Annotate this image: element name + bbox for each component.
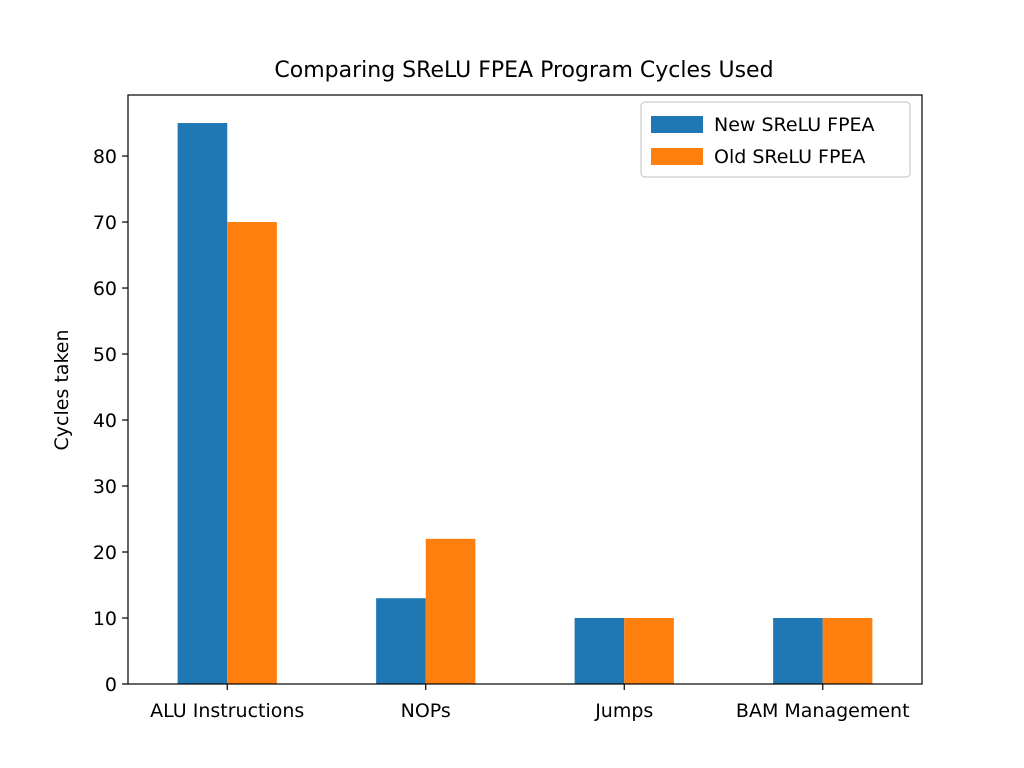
bar-new-1: [376, 598, 426, 684]
y-tick-label: 70: [93, 212, 117, 234]
bar-old-0: [227, 222, 277, 684]
bar-new-2: [574, 618, 625, 684]
bar-new-3: [773, 618, 823, 684]
y-tick-label: 40: [93, 410, 117, 432]
chart-title: Comparing SReLU FPEA Program Cycles Used: [274, 58, 773, 83]
legend-swatch-old: [651, 148, 703, 165]
x-tick-label: Jumps: [594, 700, 653, 722]
y-tick-label: 60: [93, 278, 117, 300]
bar-new-0: [177, 123, 228, 685]
x-tick-label: NOPs: [401, 700, 451, 722]
y-tick-label: 0: [105, 674, 117, 696]
bar-old-3: [822, 618, 873, 684]
y-tick-label: 30: [93, 476, 117, 498]
x-tick-label: ALU Instructions: [150, 700, 304, 722]
axes-frame: [127, 94, 923, 685]
bar-old-1: [425, 538, 476, 684]
legend-label-old: Old SReLU FPEA: [714, 146, 865, 168]
y-tick-label: 20: [93, 542, 117, 564]
y-tick-label: 10: [93, 608, 117, 630]
plot-area: 0 10 20 30 40 50 60 70 80 ALU Instructions NOPs Jum…: [93, 94, 923, 722]
legend-box: [640, 101, 911, 178]
legend-label-new: New SReLU FPEA: [714, 114, 875, 136]
x-tick-label: BAM Management: [736, 700, 910, 722]
y-tick-label: 80: [93, 146, 117, 168]
y-axis-label: Cycles taken: [51, 329, 73, 450]
bar-old-2: [624, 618, 674, 684]
legend-swatch-new: [651, 116, 703, 133]
y-tick-label: 50: [93, 344, 117, 366]
legend: New SReLU FPEA Old SReLU FPEA: [640, 101, 911, 178]
